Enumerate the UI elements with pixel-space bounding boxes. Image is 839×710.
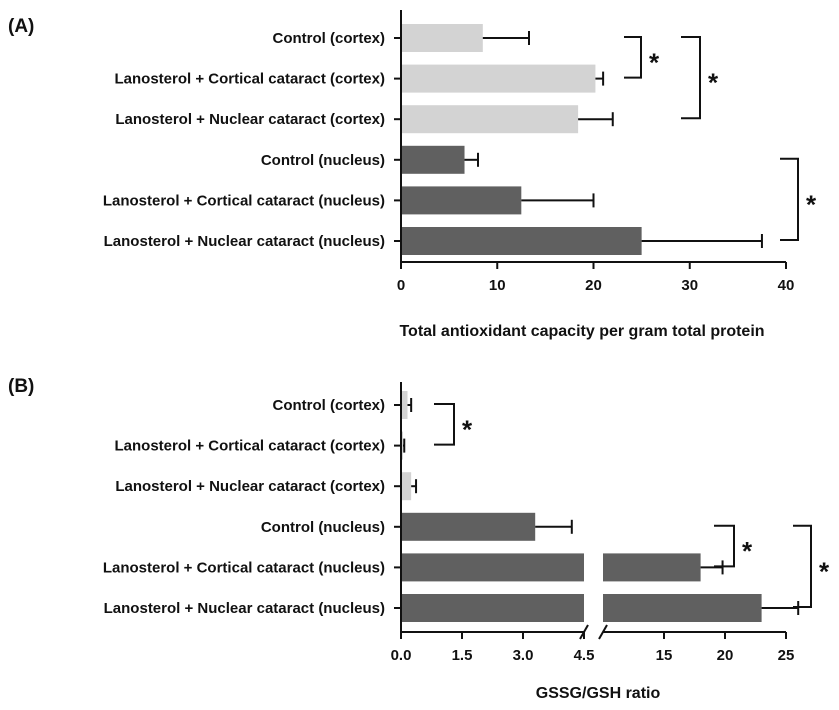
panel-b-category-label: Control (cortex)	[273, 397, 386, 414]
panel-b-x-tick-label: 25	[778, 647, 795, 664]
panel-b-bar-lower-segment	[401, 553, 584, 582]
panel-a-significance-bracket	[624, 36, 642, 79]
panel-b-significance-bracket	[714, 524, 735, 568]
panel-a-bar	[401, 105, 579, 134]
panel-b-x-tick-label: 15	[656, 647, 673, 664]
panel-b-category-label: Lanosterol + Cortical cataract (cortex)	[114, 438, 385, 455]
panel-a-bar	[401, 64, 596, 93]
panel-b-x-tick-label: 1.5	[452, 647, 473, 664]
panel-b-bar	[401, 512, 536, 541]
panel-a-category-label: Control (nucleus)	[261, 152, 385, 169]
panel-a-x-axis-title: Total antioxidant capacity per gram tota…	[399, 323, 764, 340]
panel-a-significance-star: *	[806, 189, 817, 219]
panel-b-significance-star: *	[462, 414, 473, 444]
panel-a-significance-bracket	[780, 157, 799, 241]
panel-b-category-label: Control (nucleus)	[261, 519, 385, 536]
panel-a-significance-bracket	[681, 36, 701, 120]
panel-a-category-label: Lanosterol + Cortical cataract (nucleus)	[103, 192, 385, 209]
panel-a-x-tick-label: 40	[778, 277, 795, 294]
panel-a-bar	[401, 186, 522, 215]
panel-b-label: (B)	[8, 376, 34, 397]
panel-a-category-label: Lanosterol + Nuclear cataract (cortex)	[115, 111, 385, 128]
panel-b-significance-bracket	[434, 403, 455, 446]
panel-b-significance-star: *	[819, 556, 830, 586]
panel-a-category-label: Control (cortex)	[273, 30, 386, 47]
panel-b-category-label: Lanosterol + Cortical cataract (nucleus)	[103, 559, 385, 576]
panel-b-bar-lower-segment	[401, 594, 584, 622]
panel-a-x-tick-label: 10	[489, 277, 506, 294]
panel-a-x-tick-label: 20	[585, 277, 602, 294]
panel-b-bar-upper-segment	[603, 553, 701, 582]
panel-a-bar	[401, 24, 483, 52]
panel-a-x-tick-label: 0	[397, 277, 405, 294]
panel-b-bar	[401, 391, 408, 419]
panel-b-x-axis-title: GSSG/GSH ratio	[536, 685, 661, 702]
panel-b-bar	[401, 472, 412, 501]
panel-a-x-tick-label: 30	[681, 277, 698, 294]
panel-b-axis-break-mark	[598, 624, 608, 640]
panel-b-significance-star: *	[742, 536, 753, 566]
panel-b-x-tick-label: 20	[717, 647, 734, 664]
panel-b: (B) Control (cortex) Lanosterol + Cortica…	[8, 376, 830, 702]
panel-b-x-tick-label: 4.5	[574, 647, 595, 664]
panel-b-x-tick-label: 0.0	[391, 647, 412, 664]
panel-a-bar	[401, 227, 642, 255]
panel-a-significance-star: *	[708, 68, 719, 98]
panel-b-x-tick-label: 3.0	[513, 647, 534, 664]
panel-a-bar	[401, 145, 465, 174]
panel-a: (A) Control (cortex) Lanosterol + Cortica…	[8, 10, 817, 340]
panel-b-bar-upper-segment	[603, 594, 762, 622]
panel-b-category-label: Lanosterol + Nuclear cataract (nucleus)	[104, 600, 385, 617]
panel-b-category-label: Lanosterol + Nuclear cataract (cortex)	[115, 478, 385, 495]
panel-a-label: (A)	[8, 16, 34, 37]
panel-b-significance-bracket	[793, 524, 812, 608]
panel-a-category-label: Lanosterol + Nuclear cataract (nucleus)	[104, 233, 385, 250]
panel-a-category-label: Lanosterol + Cortical cataract (cortex)	[114, 71, 385, 88]
panel-a-significance-star: *	[649, 47, 660, 77]
